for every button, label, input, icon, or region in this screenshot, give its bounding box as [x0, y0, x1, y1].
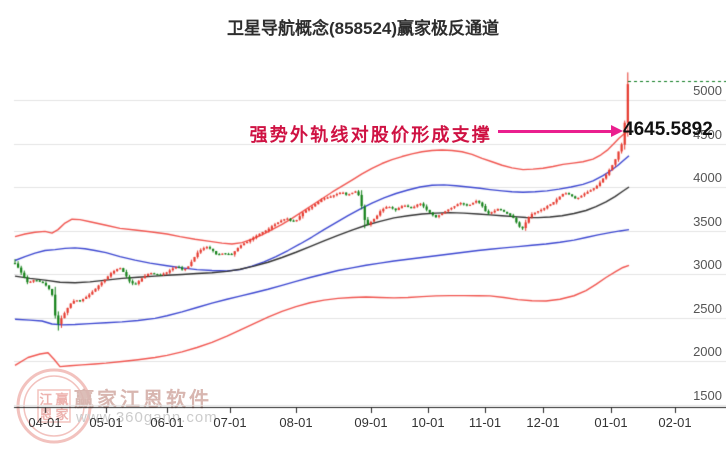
y-axis-label: 4000: [693, 170, 722, 185]
x-axis-label: 07-01: [213, 415, 247, 430]
x-axis-label: 05-01: [89, 415, 123, 430]
support-annotation-text: 强势外轨线对股价形成支撑: [249, 125, 492, 145]
y-axis-label: 3000: [693, 257, 722, 272]
x-axis-label: 10-01: [411, 415, 445, 430]
chart-title: 卫星导航概念(858524)赢家极反通道: [226, 19, 500, 38]
y-axis-label: 1500: [693, 387, 722, 403]
x-axis-label: 06-01: [150, 415, 184, 430]
annotation-arrow-head-icon: [611, 125, 623, 137]
y-axis-label: 5000: [693, 83, 722, 98]
x-axis-label: 08-01: [279, 415, 313, 430]
x-axis-label: 09-01: [354, 415, 388, 430]
x-axis-label: 02-01: [658, 415, 692, 430]
annotation-arrow-line: [498, 130, 613, 133]
y-axis-label: 3500: [693, 213, 722, 229]
y-axis-label: 4500: [693, 126, 722, 142]
support-price-label: 4645.5892: [623, 119, 713, 140]
x-axis-label: 11-01: [468, 415, 502, 430]
y-axis-label: 2000: [693, 344, 722, 359]
x-axis-label: 01-01: [594, 415, 628, 430]
x-axis-label: 04-01: [28, 415, 62, 430]
y-axis-label: 2500: [693, 300, 722, 316]
x-axis-label: 12-01: [526, 415, 560, 430]
